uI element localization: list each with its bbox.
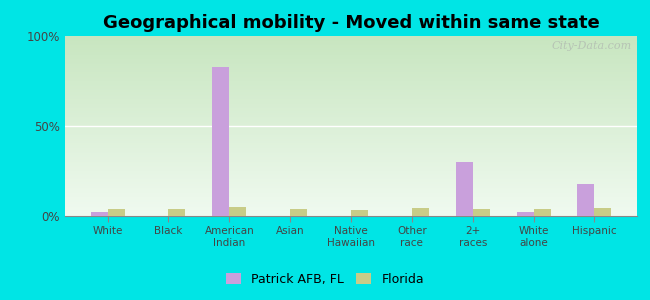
Bar (456, 162, 473, 216)
Bar (412, 208, 429, 216)
Bar (90, 212, 108, 216)
Bar (351, 210, 368, 216)
Title: Geographical mobility - Moved within same state: Geographical mobility - Moved within sam… (103, 14, 599, 32)
Bar (534, 209, 551, 216)
Text: City-Data.com: City-Data.com (551, 41, 631, 51)
Legend: Patrick AFB, FL, Florida: Patrick AFB, FL, Florida (221, 268, 429, 291)
Bar (229, 207, 246, 216)
Bar (473, 209, 489, 216)
Bar (290, 209, 307, 216)
Bar (168, 209, 185, 216)
Bar (108, 209, 125, 216)
Bar (594, 208, 612, 216)
Bar (517, 212, 534, 216)
Bar (577, 184, 594, 216)
Bar (213, 67, 229, 216)
